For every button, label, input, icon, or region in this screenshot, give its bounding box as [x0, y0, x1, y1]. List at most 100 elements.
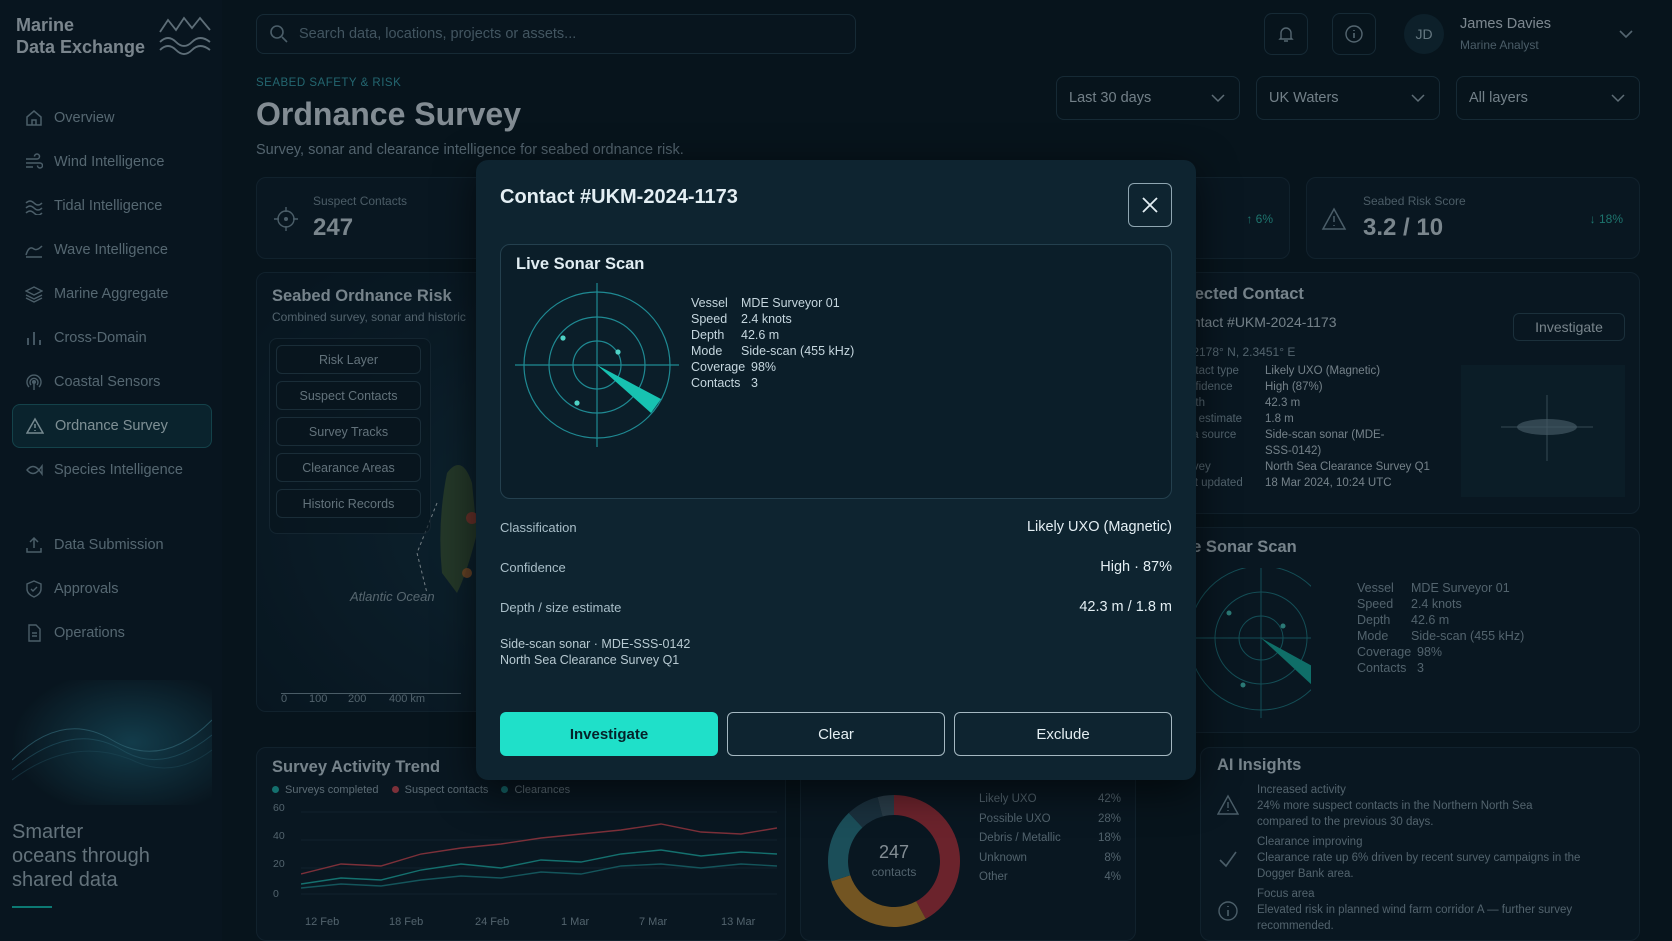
sidebar-item-label: Tidal Intelligence — [54, 198, 163, 214]
fish-icon — [24, 460, 44, 480]
layer-toggle-suspect-contacts[interactable]: Suspect Contacts — [276, 381, 421, 410]
sidebar-item-label: Ordnance Survey — [55, 418, 168, 434]
spec-label: Depth — [691, 328, 725, 342]
search-input[interactable]: Search data, locations, projects or asse… — [256, 14, 856, 54]
avatar[interactable]: JD — [1404, 14, 1444, 54]
insight-heading: Clearance improving — [1257, 836, 1363, 848]
investigate-button[interactable]: Investigate — [500, 712, 718, 756]
page-subtitle: Survey, sonar and clearance intelligence… — [256, 142, 684, 158]
selected-contact-title: elected Contact — [1181, 285, 1304, 303]
insight-text: recommended. — [1257, 920, 1334, 932]
sonar-thumbnail[interactable] — [1461, 365, 1625, 497]
bg-live-sonar-card: ve Sonar Scan Vessel MDE Surveyor 01 Speed… — [1150, 527, 1640, 733]
layers-select[interactable]: All layers — [1456, 76, 1640, 120]
spec-value: 98% — [1417, 645, 1443, 659]
detail-value: 42.3 m — [1265, 397, 1301, 409]
detail-label: ta source — [1189, 429, 1237, 441]
notifications-button[interactable] — [1264, 13, 1308, 55]
donut-slice — [831, 875, 926, 927]
legend-dot-surveys — [272, 786, 279, 793]
info-button[interactable] — [1332, 13, 1376, 55]
sidebar-item-wave-intelligence[interactable]: Wave Intelligence — [12, 229, 212, 271]
detail-value: 1.8 m — [1265, 413, 1294, 425]
sidebar-item-marine-aggregate[interactable]: Marine Aggregate — [12, 273, 212, 315]
bars-icon — [24, 328, 44, 348]
bell-icon — [1278, 27, 1294, 42]
chevron-down-icon — [1611, 94, 1625, 103]
spec-label: Mode — [1357, 629, 1389, 643]
close-icon — [1142, 197, 1158, 213]
sidebar-item-operations[interactable]: Operations — [12, 612, 212, 654]
insight-text: 24% more suspect contacts in the Norther… — [1257, 800, 1533, 812]
classification-label: Classification — [500, 520, 577, 535]
search-placeholder: Search data, locations, projects or asse… — [299, 26, 577, 42]
home-icon — [24, 108, 44, 128]
layer-toggle-historic-records[interactable]: Historic Records — [276, 489, 421, 518]
contact-detail-modal: Contact #UKM-2024-1173 Live Sonar Scan V… — [476, 160, 1196, 780]
sidebar-item-coastal-sensors[interactable]: Coastal Sensors — [12, 361, 212, 403]
exclude-button[interactable]: Exclude — [954, 712, 1172, 756]
layer-toggle-risk-layer[interactable]: Risk Layer — [276, 345, 421, 374]
selected-coords: .2178° N, 2.3451° E — [1189, 345, 1296, 359]
data-source: Side-scan sonar · MDE-SSS-0142 — [500, 637, 691, 651]
donut-legend-label: Debris / Metallic — [979, 832, 1061, 844]
spec-label: Contacts — [691, 376, 741, 390]
check-icon — [1219, 851, 1237, 868]
info-icon — [1218, 901, 1238, 921]
sidebar-item-wind-intelligence[interactable]: Wind Intelligence — [12, 141, 212, 183]
donut-legend-label: Likely UXO — [979, 793, 1037, 805]
sidebar-item-cross-domain[interactable]: Cross-Domain — [12, 317, 212, 359]
sidebar-item-label: Wave Intelligence — [54, 242, 168, 258]
spec-value: 42.6 m — [741, 328, 780, 342]
sidebar-item-approvals[interactable]: Approvals — [12, 568, 212, 610]
classification-donut — [828, 795, 960, 927]
donut-slice — [877, 795, 894, 817]
spec-label: Contacts — [1357, 661, 1407, 675]
detail-value: SSS-0142) — [1265, 445, 1322, 457]
sidebar-item-label: Coastal Sensors — [54, 374, 161, 390]
chevron-down-icon[interactable] — [1618, 28, 1634, 40]
classification-value: Likely UXO (Magnetic) — [1026, 519, 1172, 535]
donut-legend-label: Unknown — [979, 851, 1027, 864]
insight-text: compared to the previous 30 days. — [1257, 816, 1434, 828]
clear-button[interactable]: Clear — [727, 712, 945, 756]
ai-insights-card: AI Insights Increased activity 24% more s… — [1200, 747, 1640, 941]
sidebar-item-label: Species Intelligence — [54, 462, 183, 478]
sidebar-item-label: Wind Intelligence — [54, 154, 165, 170]
layers-icon — [24, 284, 44, 304]
layer-toggle-clearance-areas[interactable]: Clearance Areas — [276, 453, 421, 482]
tide-icon — [24, 196, 44, 216]
region-select[interactable]: UK Waters — [1256, 76, 1440, 120]
crosshair-icon — [274, 207, 298, 231]
live-sonar-panel: Live Sonar Scan Vessel MDE Surveyor 01 Spe… — [500, 244, 1172, 499]
legend-dot-suspect — [391, 786, 399, 793]
sidebar-item-data-submission[interactable]: Data Submission — [12, 524, 212, 566]
detail-label: st updated — [1189, 477, 1243, 489]
selected-investigate-button[interactable]: Investigate — [1513, 313, 1625, 341]
bg-sonar-title: ve Sonar Scan — [1183, 538, 1297, 556]
sonar-radar — [515, 283, 679, 447]
period-select[interactable]: Last 30 days — [1056, 76, 1240, 120]
detail-value: Likely UXO (Magnetic) — [1265, 365, 1381, 377]
layer-toggle-survey-tracks[interactable]: Survey Tracks — [276, 417, 421, 446]
sidebar-item-label: Overview — [54, 110, 115, 126]
spec-label: Mode — [691, 344, 723, 358]
trend-lines — [301, 811, 777, 895]
depth-size-label: Depth / size estimate — [500, 600, 622, 615]
app-logo[interactable]: Marine Data Exchange — [16, 14, 216, 64]
live-sonar-title: Live Sonar Scan — [516, 255, 645, 273]
legend-dot-clearances — [501, 786, 509, 793]
sidebar-item-species-intelligence[interactable]: Species Intelligence — [12, 449, 212, 491]
sidebar-item-tidal-intelligence[interactable]: Tidal Intelligence — [12, 185, 212, 227]
page-title: Ordnance Survey — [256, 96, 521, 132]
warning-icon — [1321, 207, 1347, 230]
donut-unit: contacts — [871, 865, 917, 879]
modal-close-button[interactable] — [1128, 183, 1172, 227]
sidebar-item-ordnance-survey[interactable]: Ordnance Survey — [12, 404, 212, 448]
detail-value: North Sea Clearance Survey Q1 — [1265, 461, 1430, 473]
insight-text: Elevated risk in planned wind farm corri… — [1257, 904, 1573, 916]
insight-heading: Increased activity — [1257, 784, 1346, 796]
sidebar-item-overview[interactable]: Overview — [12, 97, 212, 139]
donut-slice — [894, 795, 960, 919]
insight-text: Clearance rate up 6% driven by recent su… — [1257, 852, 1581, 864]
